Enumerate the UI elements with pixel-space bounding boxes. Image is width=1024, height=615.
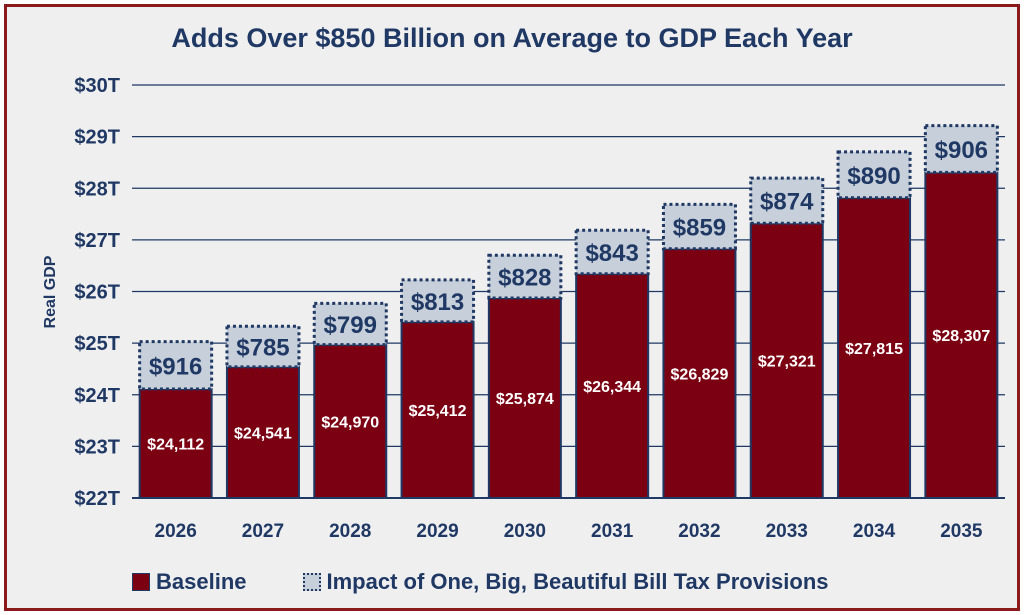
legend-label-impact: Impact of One, Big, Beautiful Bill Tax P… [326,569,829,594]
bar-baseline [575,272,650,499]
chart-plot: $22T $23T $24T $25T $26T $27T $28T $29T $30T $24,… [74,75,1005,542]
legend-label-baseline: Baseline [156,569,247,594]
bar-impact [138,340,214,391]
data-label-impact: $843 [585,240,638,267]
x-tick-label: 2028 [329,521,371,542]
bar-impact [225,324,301,369]
x-tick-label: 2029 [416,521,458,542]
y-tick-label: $29T [74,127,120,149]
data-label-impact: $890 [847,163,900,190]
legend-swatch-impact [302,573,321,591]
bar-impact [749,176,825,225]
x-tick-label: 2033 [766,521,808,542]
bar-baseline [837,196,912,499]
data-label-baseline: $24,112 [147,436,204,453]
y-tick-label: $23T [74,436,120,458]
legend-swatch-baseline [132,573,150,591]
x-tick-label: 2027 [242,521,284,542]
data-label-baseline: $26,344 [583,379,641,396]
y-tick-label: $28T [74,178,120,200]
legend-item-baseline: Baseline [132,569,247,595]
data-label-impact: $828 [498,265,551,292]
x-tick-label: 2026 [155,521,197,542]
y-tick-label: $26T [74,282,120,304]
data-label-impact: $916 [149,353,202,380]
legend-item-impact: Impact of One, Big, Beautiful Bill Tax P… [302,569,829,595]
x-tick-label: 2030 [504,521,546,542]
chart-legend: Baseline Impact of One, Big, Beautiful B… [132,569,829,595]
bar-baseline [924,171,999,499]
bar-impact [312,301,388,347]
x-tick-label: 2034 [853,521,896,542]
bar-impact [836,150,912,200]
bar-impact [661,202,737,251]
data-label-baseline: $28,307 [932,328,990,345]
data-label-baseline: $24,541 [234,425,292,442]
data-label-baseline: $27,321 [758,354,816,371]
bar-baseline [313,343,388,499]
data-label-baseline: $24,970 [321,414,379,431]
data-label-impact: $813 [411,289,464,316]
y-tick-label: $25T [74,333,120,355]
data-label-baseline: $27,815 [845,341,903,358]
data-label-impact: $859 [673,215,726,242]
x-tick-label: 2031 [591,521,634,542]
bar-baseline [225,365,300,499]
data-label-impact: $799 [324,312,377,339]
y-tick-label: $30T [74,75,120,97]
bar-impact [400,278,476,324]
bar-baseline [400,320,475,499]
chart-frame: Adds Over $850 Billion on Average to GDP… [4,4,1020,611]
y-tick-label: $22T [74,488,120,510]
data-label-impact: $874 [760,189,814,216]
data-label-impact: $785 [236,335,289,362]
bar-baseline [749,222,824,499]
bar-impact [923,124,999,174]
data-label-impact: $906 [935,137,988,164]
data-label-baseline: $26,829 [671,366,729,383]
bar-baseline [487,297,562,500]
y-tick-label: $27T [74,230,120,252]
x-tick-label: 2035 [940,521,983,542]
chart-title: Adds Over $850 Billion on Average to GDP… [171,23,853,53]
data-label-baseline: $25,874 [496,391,554,408]
bar-baseline [138,387,213,499]
x-tick-label: 2032 [678,521,720,542]
bar-impact [574,228,650,276]
data-label-baseline: $25,412 [409,403,467,420]
bar-impact [487,253,563,300]
bar-baseline [662,247,737,499]
y-tick-label: $24T [74,385,120,407]
